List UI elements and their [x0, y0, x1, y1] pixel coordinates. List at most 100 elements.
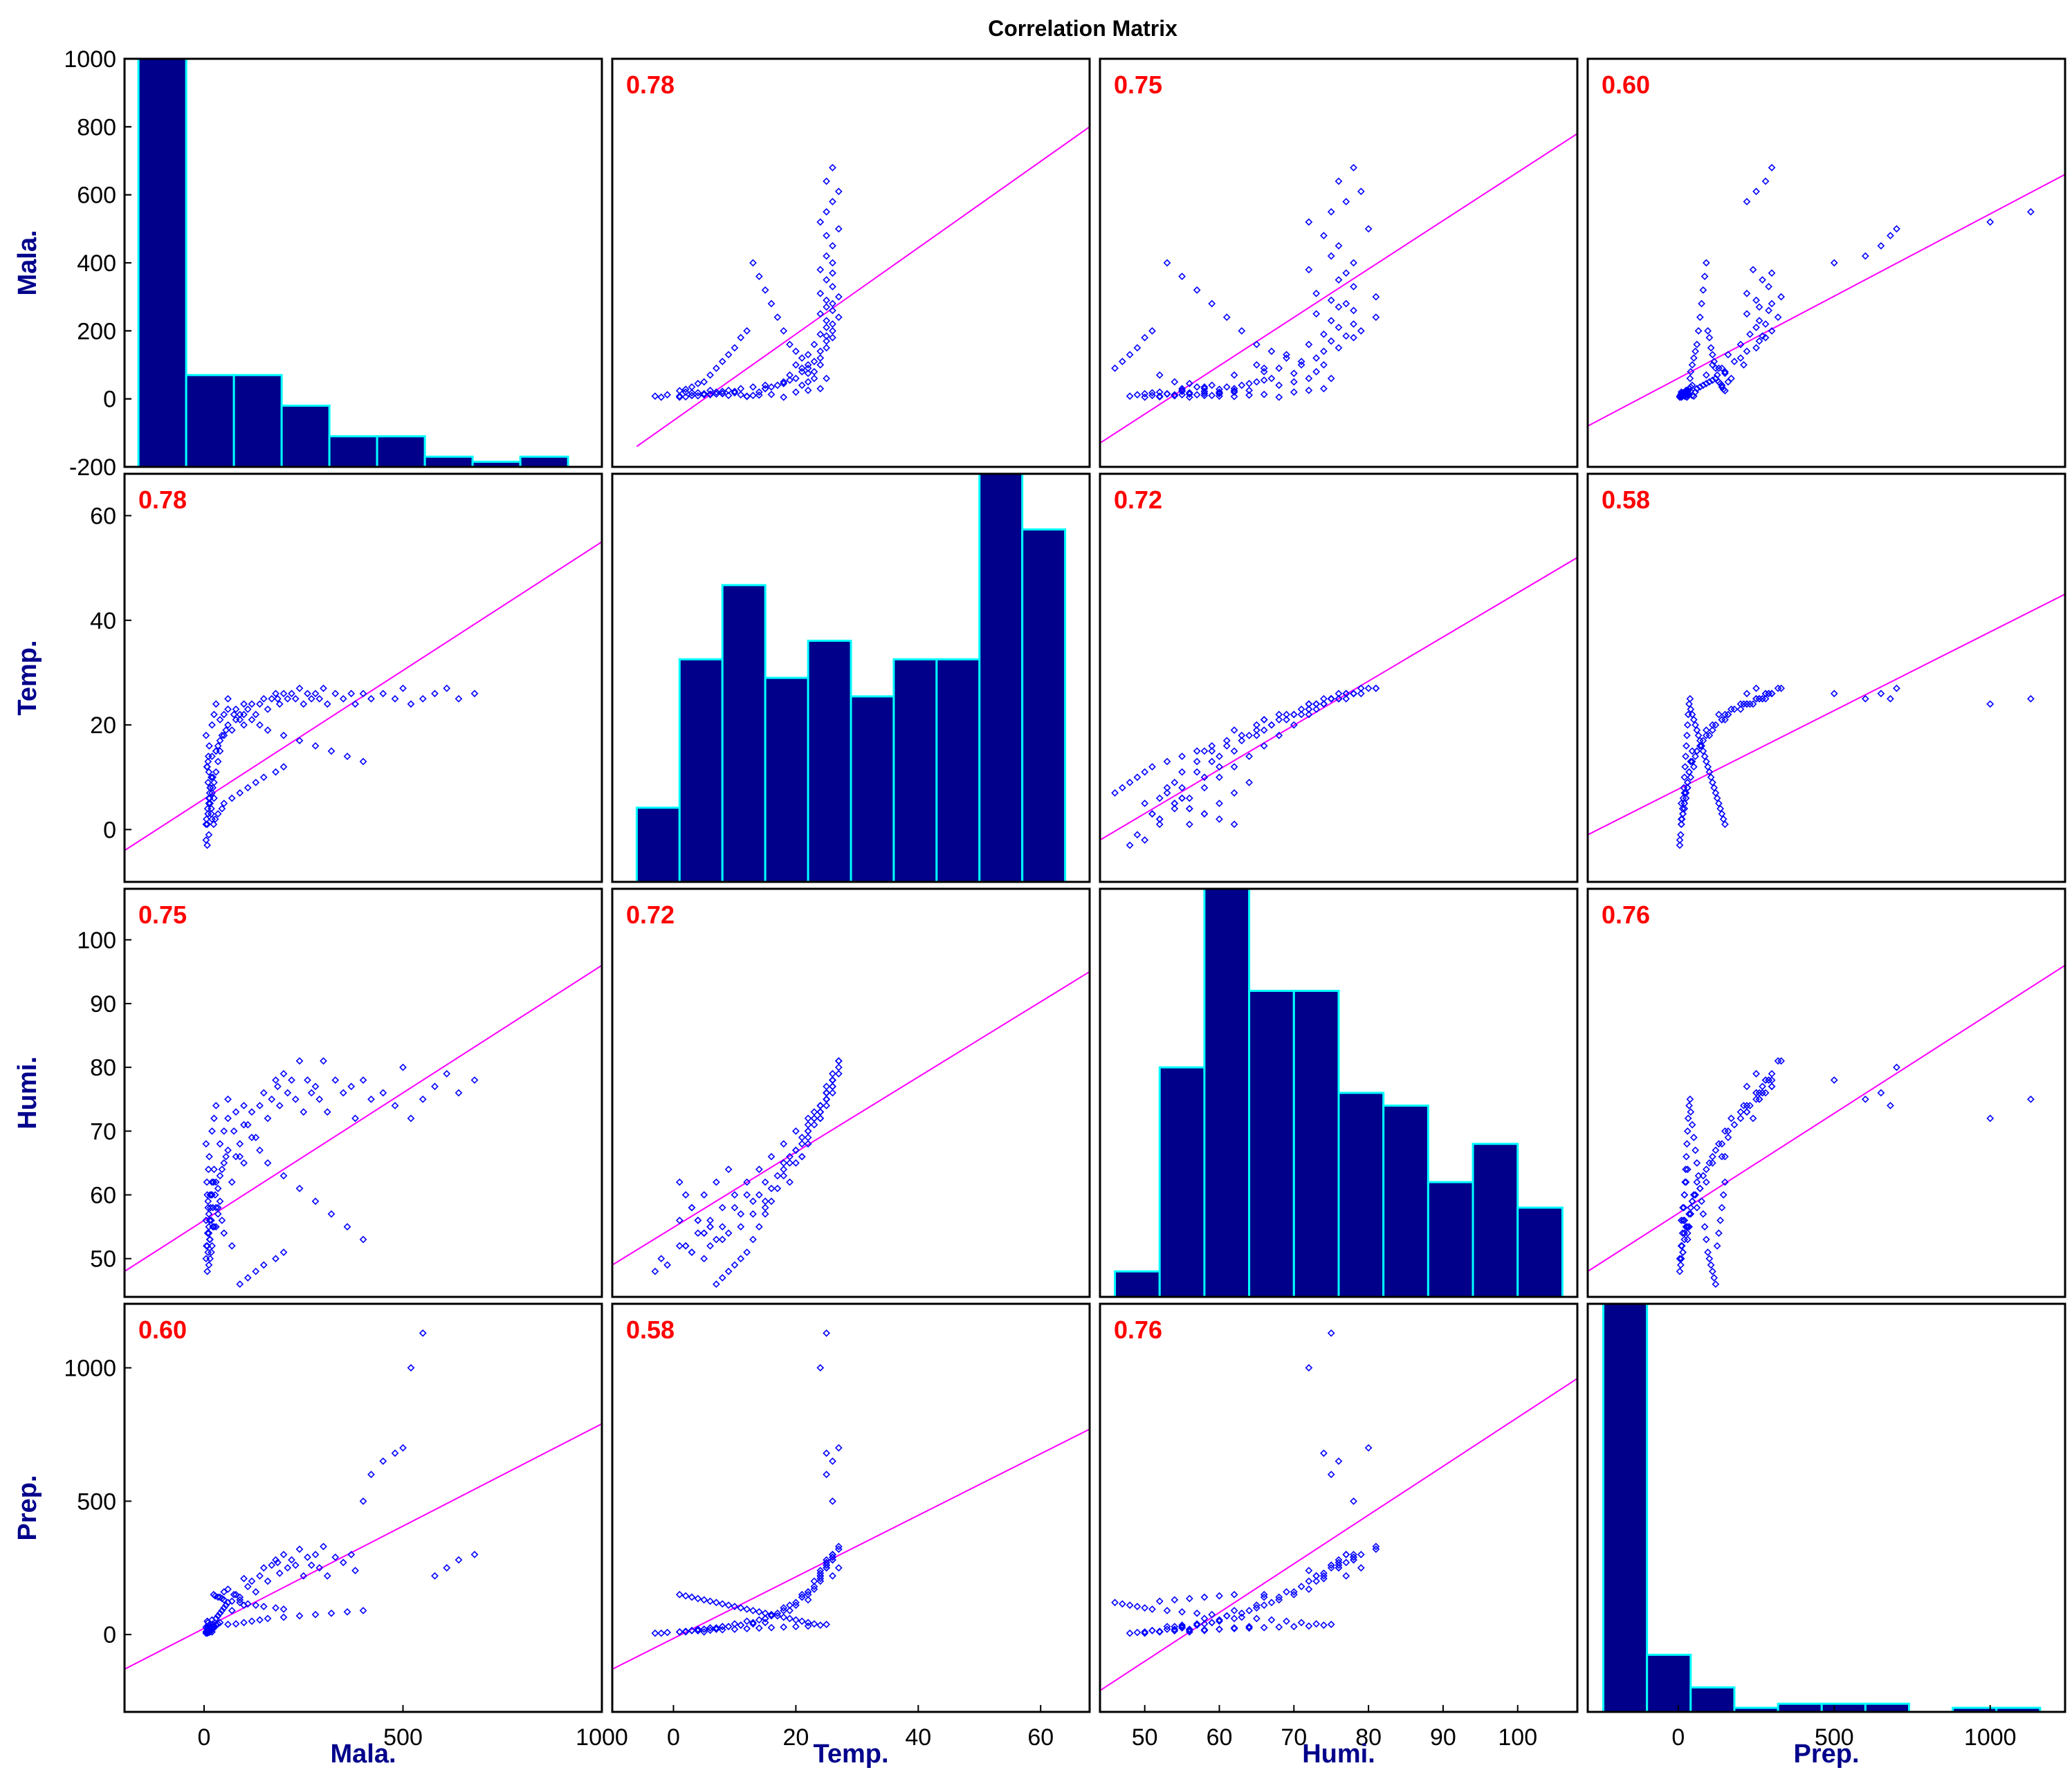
scatter-point: [259, 1603, 268, 1611]
scatter-point: [816, 385, 825, 393]
scatter-point: [1777, 293, 1785, 301]
scatter-point: [284, 1089, 292, 1097]
scatter-point: [311, 690, 320, 698]
scatter-point: [367, 1095, 375, 1103]
panel-frame: [1099, 887, 1579, 1298]
scatter-point: [1774, 313, 1782, 322]
scatter-point: [749, 259, 757, 267]
scatter-point: [1861, 252, 1869, 260]
scatter-point: [224, 706, 232, 713]
scatter-point: [1724, 351, 1732, 359]
scatter-point: [1238, 1613, 1246, 1621]
scatter-point: [713, 1598, 720, 1607]
scatter-point: [767, 1612, 776, 1620]
scatter-point: [331, 690, 340, 698]
scatter-point: [700, 389, 708, 398]
scatter-point: [767, 390, 776, 398]
scatter-point: [1312, 367, 1321, 376]
scatter-point: [222, 726, 230, 735]
scatter-point: [1200, 1614, 1209, 1623]
scatter-point: [823, 177, 830, 185]
scatter-point: [1155, 371, 1164, 379]
scatter-point: [804, 351, 812, 359]
scatter-point: [773, 1612, 782, 1620]
scatter-point: [1691, 1191, 1699, 1199]
scatter-point: [1752, 344, 1760, 352]
scatter-point: [1707, 773, 1715, 782]
scatter-point: [1193, 383, 1201, 391]
panel-frame: [1099, 1302, 1579, 1713]
scatter-point: [1712, 1280, 1720, 1288]
scatter-point: [1702, 757, 1710, 766]
scatter-point: [339, 1558, 347, 1567]
scatter-point: [1688, 747, 1696, 755]
scatter-point: [1687, 367, 1695, 376]
panel-Mala-vs-Prep: 0.60: [1586, 57, 2066, 468]
scatter-point: [203, 841, 211, 849]
scatter-point: [675, 387, 684, 395]
scatter-point: [256, 1616, 264, 1624]
scatter-point: [279, 1605, 288, 1613]
scatter-point: [248, 700, 256, 708]
scatter-point: [1768, 690, 1776, 698]
scatter-point: [823, 1095, 830, 1103]
panel-Mala-vs-Mala: -200 0 200 400 600 800 1000: [64, 46, 603, 481]
scatter-point: [1718, 365, 1726, 372]
scatter-point: [816, 310, 825, 318]
scatter-point: [688, 383, 696, 391]
scatter-point: [713, 390, 720, 398]
scatter-point: [798, 1134, 806, 1141]
scatter-point: [1350, 320, 1357, 328]
scatter-point: [1141, 389, 1149, 398]
scatter-point: [216, 1140, 224, 1148]
scatter-point: [248, 1134, 256, 1141]
scatter-point: [1709, 1159, 1716, 1167]
scatter-point: [272, 1076, 279, 1084]
scatter-point: [749, 1607, 757, 1614]
scatter-point: [798, 365, 806, 372]
scatter-point: [268, 1561, 276, 1569]
scatter-point: [1327, 252, 1335, 260]
scatter-point: [1877, 690, 1885, 698]
scatter-point: [1752, 684, 1760, 692]
scatter-point: [724, 391, 733, 400]
x-axis-label-prep: Prep.: [1793, 1740, 1859, 1769]
scatter-point: [1155, 815, 1164, 823]
scatter-point: [218, 804, 226, 813]
scatter-point: [1118, 358, 1126, 365]
scatter-point: [1327, 337, 1335, 345]
scatter-point: [244, 1583, 252, 1591]
scatter-point: [743, 1191, 751, 1199]
scatter-point: [804, 361, 812, 369]
scatter-point: [204, 1165, 212, 1173]
scatter-point: [295, 1057, 304, 1065]
scatter-point: [767, 383, 776, 391]
scatter-point: [731, 389, 739, 397]
scatter-point: [1297, 710, 1305, 719]
scatter-point: [248, 1617, 256, 1625]
hist-bar-Humi-7: [1427, 1181, 1474, 1297]
scatter-point: [367, 1471, 375, 1479]
scatter-point: [1320, 1449, 1328, 1457]
hist-bar-Humi-1: [1158, 1066, 1206, 1297]
scatter-point: [1253, 726, 1260, 735]
scatter-point: [214, 1593, 222, 1601]
scatter-point: [205, 741, 213, 750]
panel-frame: [123, 887, 603, 1298]
scatter-point: [724, 351, 733, 359]
scatter-point: [737, 1604, 745, 1612]
scatter-point: [1305, 374, 1313, 382]
x-tick-label: 1000: [576, 1724, 628, 1751]
scatter-point: [829, 1069, 836, 1078]
hist-bar-Humi-2: [1203, 889, 1251, 1297]
scatter-point: [205, 1152, 213, 1161]
scatter-point: [1171, 1596, 1179, 1604]
scatter-point: [1700, 753, 1709, 760]
scatter-point: [315, 694, 324, 703]
scatter-point: [224, 1621, 232, 1628]
scatter-point: [205, 800, 213, 807]
scatter-point: [1260, 390, 1268, 398]
scatter-point: [1290, 1590, 1298, 1598]
y-tick-label: -200: [69, 454, 116, 481]
scatter-point: [829, 269, 836, 277]
